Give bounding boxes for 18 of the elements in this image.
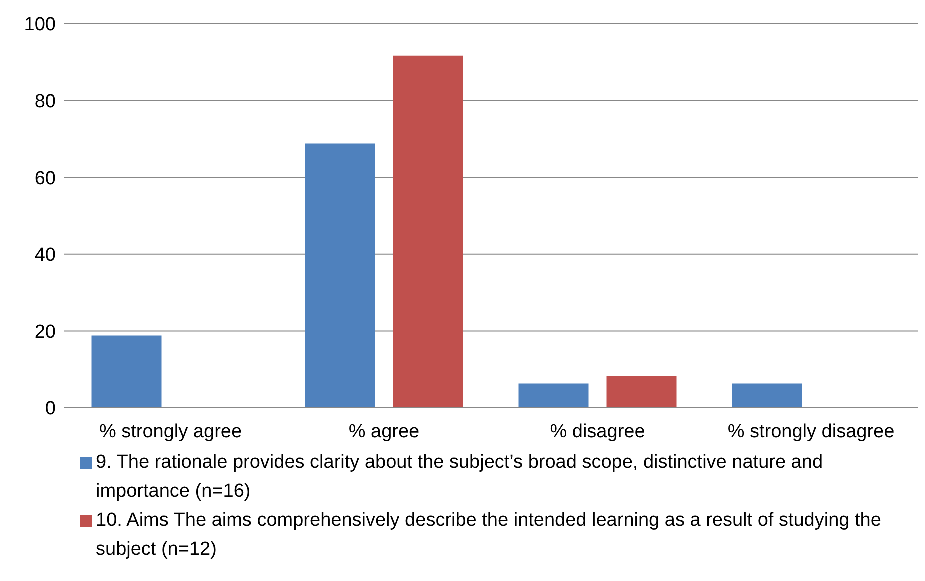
bar: [393, 56, 464, 408]
x-tick-label: % agree: [348, 421, 420, 442]
y-tick-label: 60: [34, 168, 56, 190]
y-tick-label: 40: [34, 245, 56, 266]
y-tick-label: 20: [34, 322, 56, 343]
bar: [305, 144, 376, 408]
bar: [518, 384, 589, 408]
bar: [606, 376, 677, 408]
x-tick-label: % strongly agree: [99, 421, 242, 442]
legend-label: 9. The rationale provides clarity about the subject’s broad scope, distinctive nature and importance (n=16): [96, 451, 824, 504]
x-tick-label: % disagree: [550, 421, 646, 442]
y-tick-label: 0: [45, 398, 56, 420]
legend-label: 10. Aims The aims comprehensively describe the intended learning as a result of studying the subject (n=12): [96, 509, 882, 562]
x-tick-label: % strongly disagree: [728, 421, 895, 442]
bar: [732, 384, 802, 408]
y-tick-label: 100: [24, 14, 56, 36]
bar: [92, 336, 162, 408]
y-tick-label: 80: [34, 92, 56, 113]
